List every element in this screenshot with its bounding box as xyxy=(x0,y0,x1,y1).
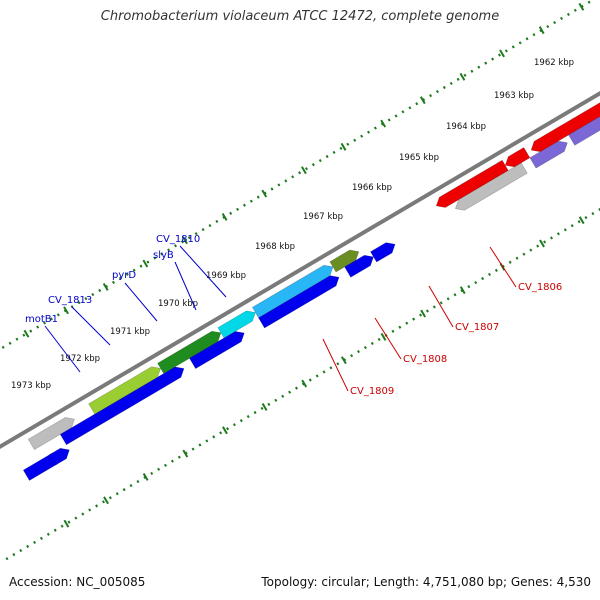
gene-arrow xyxy=(529,140,568,169)
gene-arrow xyxy=(530,102,600,153)
inner-tick xyxy=(380,332,387,341)
inner-tick xyxy=(182,449,189,458)
gene-label: slyB xyxy=(153,250,174,261)
inner-tick xyxy=(578,216,585,225)
kbp-label: 1964 kbp xyxy=(446,122,486,132)
inner-tick xyxy=(420,309,427,318)
gene-label: CV_1808 xyxy=(403,354,447,365)
gene-label: CV_1809 xyxy=(350,386,394,397)
kbp-label: 1962 kbp xyxy=(534,58,574,68)
inner-tick xyxy=(261,402,268,411)
gene-label: pyrD xyxy=(112,270,136,281)
gene-arrow xyxy=(251,264,334,319)
inner-tick xyxy=(301,379,308,388)
kbp-label: 1966 kbp xyxy=(352,183,392,193)
gene-arrow xyxy=(329,249,360,273)
gene-label: CV_1806 xyxy=(518,282,562,293)
kbp-label: 1973 kbp xyxy=(11,381,51,391)
gene-arrow xyxy=(48,447,70,466)
kbp-tick xyxy=(102,282,109,291)
kbp-tick xyxy=(182,236,188,245)
kbp-tick xyxy=(538,26,545,35)
kbp-tick xyxy=(340,142,347,151)
gene-arrow xyxy=(455,162,528,211)
kbp-tick xyxy=(221,212,228,221)
gene-arrow xyxy=(435,159,509,208)
kbp-tick xyxy=(301,166,307,175)
gene-label: CV_1810 xyxy=(156,234,200,245)
gene-leader-line xyxy=(428,285,454,328)
kbp-label: 1969 kbp xyxy=(206,271,246,281)
inner-tick xyxy=(539,239,545,248)
kbp-tick xyxy=(23,329,30,338)
inner-dotted-track xyxy=(5,207,600,561)
inner-tick xyxy=(63,519,70,528)
gene-label: motB1 xyxy=(25,314,58,325)
gene-arrow xyxy=(344,254,374,278)
gene-leader-line xyxy=(44,325,81,373)
gene-arrow xyxy=(27,417,75,451)
inner-tick xyxy=(340,356,347,365)
kbp-tick xyxy=(419,96,426,105)
gene-arrow xyxy=(217,310,256,339)
gene-arrow xyxy=(504,147,531,168)
kbp-tick xyxy=(459,72,466,81)
kbp-tick xyxy=(499,49,505,58)
accession-text: Accession: NC_005085 xyxy=(9,575,146,589)
kbp-label: 1967 kbp xyxy=(303,212,343,222)
gene-leader-line xyxy=(124,282,158,322)
gene-label: CV_1807 xyxy=(455,322,499,333)
kbp-tick xyxy=(261,189,268,198)
map-title: Chromobacterium violaceum ATCC 12472, co… xyxy=(100,9,500,24)
inner-tick xyxy=(459,286,466,295)
genome-backbone xyxy=(0,90,600,450)
kbp-label: 1970 kbp xyxy=(158,299,198,309)
kbp-label: 1971 kbp xyxy=(110,327,150,337)
outer-dotted-track xyxy=(0,0,596,351)
gene-arrow xyxy=(157,330,222,374)
gene-arrow xyxy=(370,242,396,263)
kbp-tick xyxy=(578,2,585,11)
topology-text: Topology: circular; Length: 4,751,080 bp… xyxy=(261,575,591,589)
kbp-label: 1968 kbp xyxy=(255,242,295,252)
inner-tick xyxy=(222,426,228,435)
gene-leader-line xyxy=(489,246,517,288)
kbp-tick xyxy=(380,119,387,128)
gene-arrow xyxy=(88,366,161,415)
gene-label: CV_1813 xyxy=(48,295,92,306)
gene-leader-line xyxy=(71,306,111,346)
gene-arrow xyxy=(59,366,185,446)
gene-arrow xyxy=(568,116,600,146)
inner-tick xyxy=(142,473,149,481)
gene-leader-line xyxy=(179,245,227,298)
gene-leader-line xyxy=(174,261,197,311)
gene-leader-line xyxy=(374,317,402,360)
kbp-label: 1965 kbp xyxy=(399,153,439,163)
gene-arrow xyxy=(258,275,340,329)
kbp-label: 1963 kbp xyxy=(494,91,534,101)
gene-arrow xyxy=(189,331,245,370)
kbp-tick xyxy=(142,259,149,268)
kbp-label: 1972 kbp xyxy=(60,354,100,364)
inner-tick xyxy=(103,496,109,505)
kbp-tick xyxy=(63,306,69,315)
gene-leader-line xyxy=(322,338,349,392)
